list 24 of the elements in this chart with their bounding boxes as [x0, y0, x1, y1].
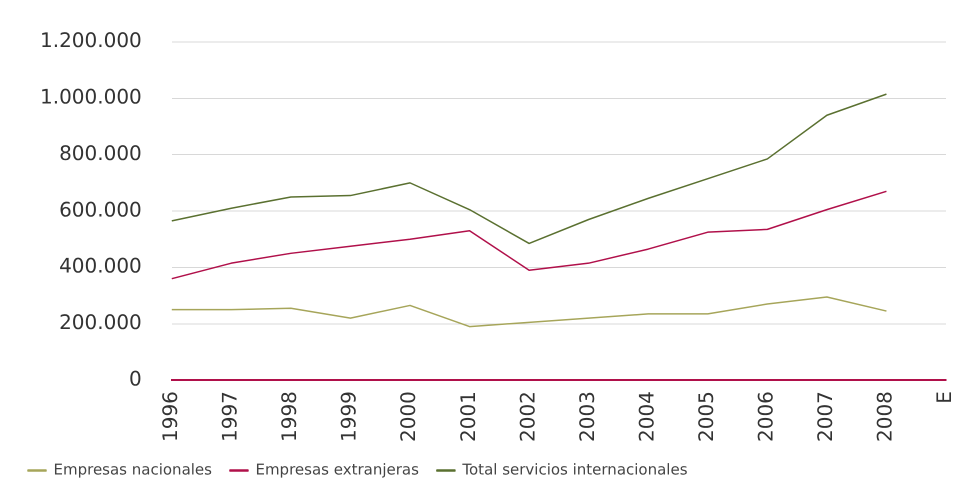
y-tick-label: 600.000 [59, 197, 142, 222]
legend-label: Total servicios internacionales [461, 460, 688, 478]
x-tick-label: 1998 [277, 391, 302, 442]
y-tick-label: 400.000 [59, 254, 142, 278]
x-tick-label: 2007 [813, 391, 838, 442]
x-tick-label: 1999 [336, 391, 361, 442]
x-tick-label: 2001 [456, 391, 480, 442]
x-tick-label: 2003 [574, 391, 599, 442]
legend-label: Empresas nacionales [54, 460, 212, 478]
y-tick-label: 0 [129, 366, 142, 390]
x-tick-label: 2005 [694, 391, 718, 442]
x-tick-label: 2004 [634, 391, 658, 442]
x-tick-label: 2008 [872, 391, 897, 442]
x-tick-label: 1996 [158, 391, 182, 442]
x-tick-label: 1997 [218, 391, 242, 442]
x-tick-label: E [932, 391, 956, 404]
y-tick-label: 800.000 [59, 140, 142, 165]
x-tick-label: 2002 [515, 391, 540, 442]
y-tick-label: 1.000.000 [40, 84, 142, 109]
x-tick-label: 2000 [396, 391, 420, 442]
y-tick-label: 200.000 [59, 310, 142, 334]
legend-label: Empresas extranjeras [255, 460, 420, 478]
y-tick-label: 1.200.000 [40, 28, 142, 52]
x-tick-label: 2006 [754, 391, 778, 442]
